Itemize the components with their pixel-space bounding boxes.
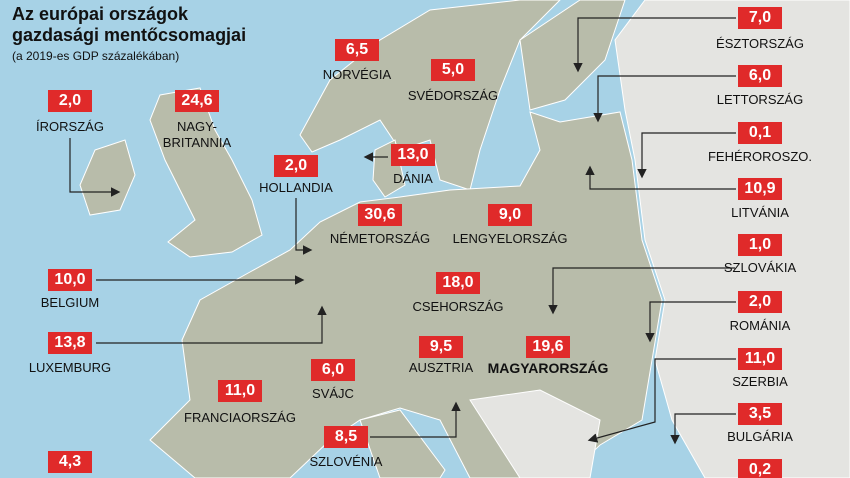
arrow [585,165,736,190]
country-name: SVÁJC [312,386,354,401]
value-label: 5,0 [431,59,475,81]
value-label: 4,3 [48,451,92,473]
country-name: FEHÉROROSZO. [707,149,812,164]
subtitle: (a 2019-es GDP százalékában) [12,49,180,63]
country-name: CSEHORSZÁG [412,299,504,314]
arrow [637,132,736,179]
value-label: 1,0 [738,234,782,256]
country-name: AUSZTRIA [408,360,474,375]
value-label: 2,0 [738,291,782,313]
value-label: 10,9 [738,178,782,200]
value-label: 2,0 [48,90,92,112]
country-name: BULGÁRIA [727,429,793,444]
title: Az európai országok gazdasági mentőcsoma… [12,4,247,45]
value-label: 0,1 [738,122,782,144]
arrow [573,17,736,73]
value-label: 19,6 [526,336,570,358]
land [149,111,663,478]
country-name: NÉMETORSZÁG [329,231,431,246]
land [299,0,561,191]
country-name: SVÉDORSZÁG [407,88,499,103]
country-name: LITVÁNIA [731,205,789,220]
country-name: LETTORSZÁG [716,92,804,107]
country-name: ROMÁNIA [729,318,791,333]
country-name: SZLOVÉNIA [309,454,383,469]
country-name: SZERBIA [732,374,788,389]
country-name: ÉSZTORSZÁG [716,36,804,51]
value-label: 6,5 [335,39,379,61]
country-name: LENGYELORSZÁG [452,231,568,246]
non-eu-land [614,0,850,478]
arrow [370,401,461,438]
land [79,139,136,216]
country-name: FRANCIAORSZÁG [184,410,296,425]
value-label: 3,5 [738,403,782,425]
country-name: DÁNIA [393,171,433,186]
value-label: 8,5 [324,426,368,448]
country-name: SZLOVÁKIA [723,260,797,275]
value-label: 2,0 [274,155,318,177]
value-label: 24,6 [175,90,219,112]
value-label: 6,0 [311,359,355,381]
value-label: 0,2 [738,459,782,478]
value-label: 18,0 [436,272,480,294]
arrow [548,267,735,315]
country-name: HOLLANDIA [259,180,333,195]
value-label: 13,0 [391,144,435,166]
arrow [593,75,736,123]
land [149,87,263,258]
value-label: 10,0 [48,269,92,291]
value-label: 11,0 [738,348,782,370]
land [359,409,446,478]
country-name: ÍRORSZÁG [36,119,104,134]
arrow [645,301,736,343]
value-label: 6,0 [738,65,782,87]
value-label: 7,0 [738,7,782,29]
country-name: LUXEMBURG [28,360,112,375]
non-eu-land [469,389,601,478]
value-label: 9,0 [488,204,532,226]
country-name: MAGYARORSZÁG [487,360,609,376]
arrow [96,305,327,344]
arrow [587,358,736,443]
land [519,0,626,111]
value-label: 9,5 [419,336,463,358]
arrow [69,138,121,197]
value-label: 13,8 [48,332,92,354]
value-label: 11,0 [218,380,262,402]
country-name: BELGIUM [40,295,100,310]
value-label: 30,6 [358,204,402,226]
arrow [295,198,313,255]
country-name: NAGY- BRITANNIA [162,119,232,150]
country-name: NORVÉGIA [322,67,392,82]
arrow [670,413,736,445]
